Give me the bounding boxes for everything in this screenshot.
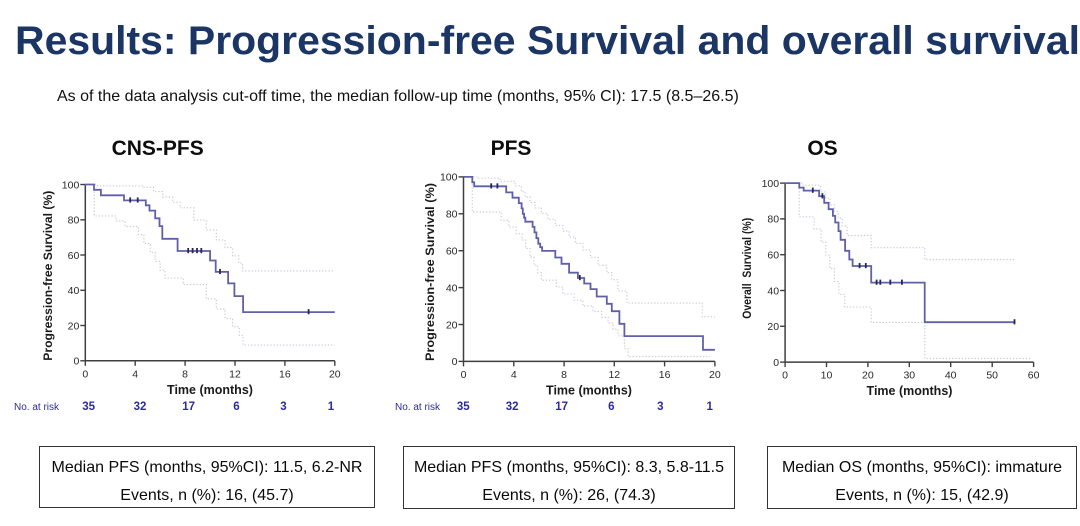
svg-text:Time (months): Time (months) [167, 383, 253, 397]
svg-text:100: 100 [62, 179, 80, 191]
svg-text:4: 4 [511, 369, 517, 381]
svg-text:60: 60 [446, 246, 458, 258]
svg-text:80: 80 [767, 214, 779, 226]
svg-text:Time (months): Time (months) [546, 383, 632, 397]
svg-text:100: 100 [440, 172, 458, 184]
svg-text:16: 16 [659, 369, 671, 381]
svg-text:20: 20 [709, 369, 721, 381]
svg-text:20: 20 [68, 320, 80, 332]
svg-text:50: 50 [986, 370, 998, 382]
svg-text:Progression-free Survival (%): Progression-free Survival (%) [41, 191, 55, 361]
svg-text:Overall Survival (%): Overall Survival (%) [740, 218, 754, 319]
svg-text:60: 60 [767, 250, 779, 262]
svg-text:8: 8 [561, 369, 567, 381]
svg-text:40: 40 [446, 282, 458, 294]
svg-text:100: 100 [762, 178, 780, 190]
svg-text:0: 0 [782, 370, 788, 382]
svg-text:20: 20 [329, 368, 341, 380]
svg-text:30: 30 [903, 370, 915, 382]
svg-text:80: 80 [68, 215, 80, 227]
svg-text:0: 0 [82, 368, 88, 380]
svg-text:80: 80 [446, 209, 458, 221]
svg-text:40: 40 [767, 285, 779, 297]
svg-text:12: 12 [229, 368, 241, 380]
svg-text:0: 0 [452, 356, 458, 368]
svg-text:0: 0 [73, 356, 79, 368]
svg-text:8: 8 [182, 368, 188, 380]
svg-text:20: 20 [767, 321, 779, 333]
svg-text:60: 60 [68, 250, 80, 262]
svg-text:0: 0 [773, 357, 779, 369]
svg-text:Progression-free Survival (%): Progression-free Survival (%) [423, 183, 437, 361]
svg-text:Time (months): Time (months) [867, 384, 953, 398]
svg-text:0: 0 [461, 369, 467, 381]
svg-text:10: 10 [821, 370, 833, 382]
svg-text:40: 40 [68, 285, 80, 297]
svg-text:16: 16 [279, 368, 291, 380]
svg-text:20: 20 [446, 319, 458, 331]
svg-text:4: 4 [132, 368, 138, 380]
svg-text:40: 40 [945, 370, 957, 382]
svg-text:60: 60 [1028, 370, 1040, 382]
svg-text:12: 12 [608, 369, 620, 381]
svg-text:20: 20 [862, 370, 874, 382]
